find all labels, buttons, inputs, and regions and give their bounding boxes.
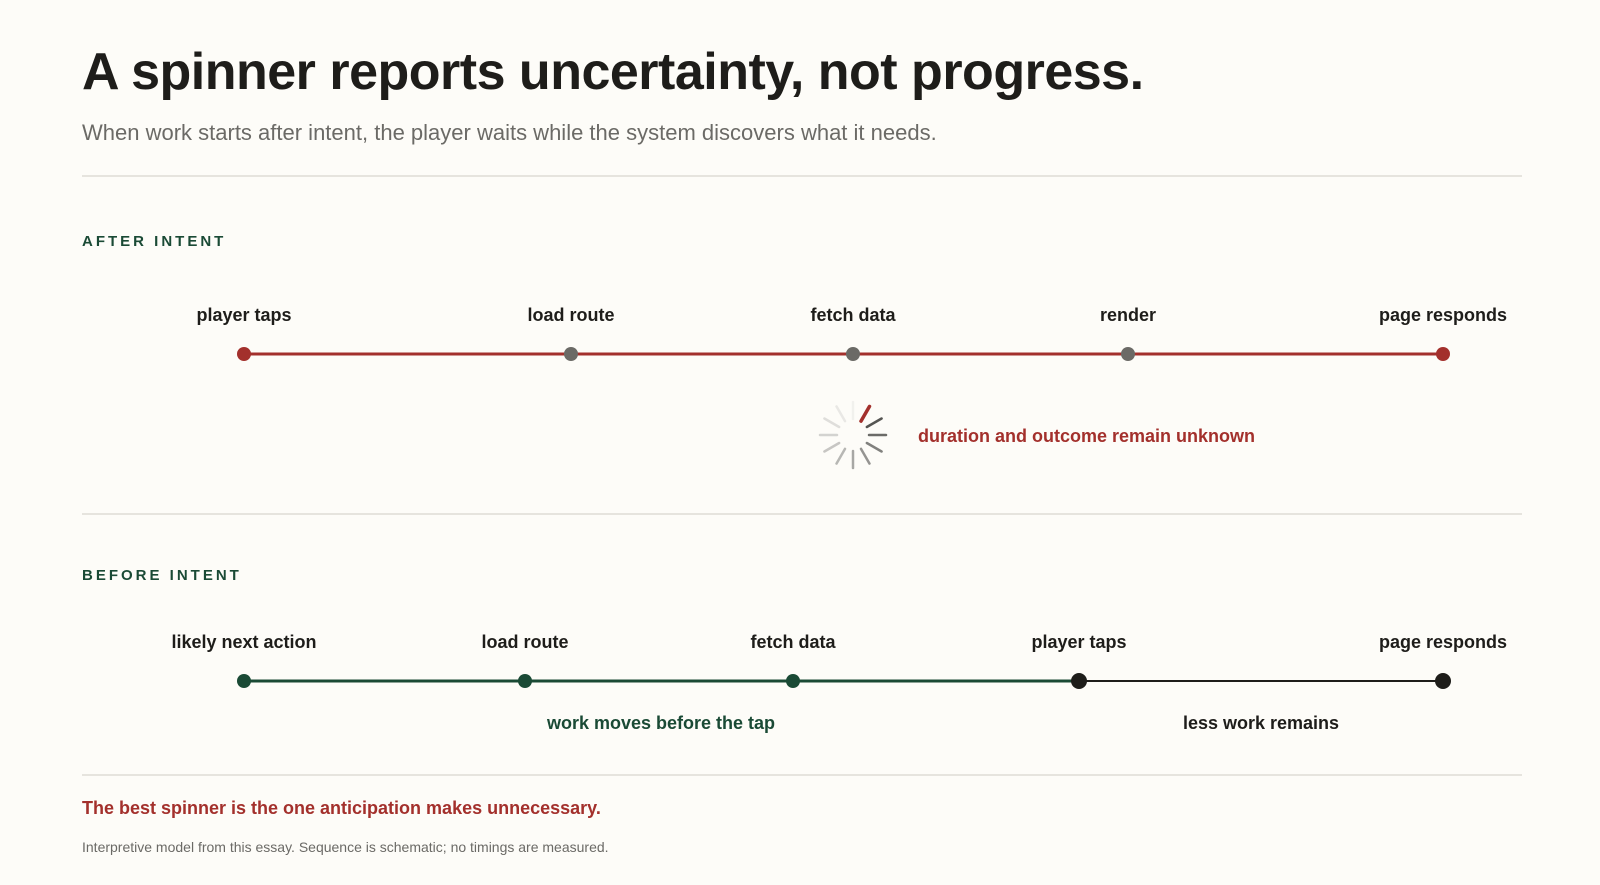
spinner-tick: [865, 441, 883, 453]
before-intent-step: fetch data: [750, 632, 836, 688]
step-node: [1436, 347, 1450, 361]
step-node: [518, 674, 532, 688]
after-intent-step: load route: [527, 305, 615, 361]
step-label: likely next action: [171, 632, 316, 652]
before-intent-step: player taps: [1031, 632, 1127, 689]
step-label: load route: [527, 305, 614, 325]
before-intent-step: page responds: [1379, 632, 1507, 689]
spinner-icon: [818, 400, 888, 470]
spinner-tick: [859, 447, 871, 465]
step-node: [1435, 673, 1451, 689]
before-intent-annotation-right: less work remains: [1183, 713, 1339, 733]
section-label-before-intent: BEFORE INTENT: [82, 567, 242, 584]
step-node: [564, 347, 578, 361]
step-label: fetch data: [750, 632, 836, 652]
before-intent-timeline: likely next action load route fetch data…: [171, 632, 1507, 733]
after-intent-step: player taps: [196, 305, 292, 361]
step-label: page responds: [1379, 632, 1507, 652]
step-label: player taps: [1031, 632, 1126, 652]
divider: [82, 774, 1522, 776]
divider: [82, 175, 1522, 177]
page-subtitle: When work starts after intent, the playe…: [82, 120, 937, 145]
footnote: Interpretive model from this essay. Sequ…: [82, 839, 609, 855]
step-label: load route: [481, 632, 568, 652]
step-node: [237, 674, 251, 688]
after-intent-step: fetch data: [810, 305, 896, 361]
takeaway: The best spinner is the one anticipation…: [82, 798, 601, 818]
before-intent-step: likely next action: [171, 632, 317, 688]
before-intent-annotation-left: work moves before the tap: [546, 713, 775, 733]
after-intent-timeline: player taps load route fetch data render…: [196, 305, 1507, 470]
step-node: [1121, 347, 1135, 361]
section-label-after-intent: AFTER INTENT: [82, 233, 227, 250]
spinner-tick: [835, 447, 847, 465]
step-label: page responds: [1379, 305, 1507, 325]
spinner-tick: [823, 441, 841, 453]
divider: [82, 513, 1522, 515]
spinner-tick: [859, 404, 872, 423]
after-intent-step: page responds: [1379, 305, 1507, 361]
after-intent-step: render: [1100, 305, 1156, 361]
spinner-tick: [823, 417, 841, 429]
page-title: A spinner reports uncertainty, not progr…: [82, 43, 1144, 101]
step-label: fetch data: [810, 305, 896, 325]
step-label: player taps: [196, 305, 291, 325]
step-node: [786, 674, 800, 688]
step-node: [846, 347, 860, 361]
step-node: [1071, 673, 1087, 689]
step-node: [237, 347, 251, 361]
after-intent-annotation: duration and outcome remain unknown: [918, 426, 1255, 446]
spinner-tick: [865, 417, 883, 429]
before-intent-step: load route: [481, 632, 569, 688]
step-label: render: [1100, 305, 1156, 325]
spinner-tick: [835, 405, 847, 423]
